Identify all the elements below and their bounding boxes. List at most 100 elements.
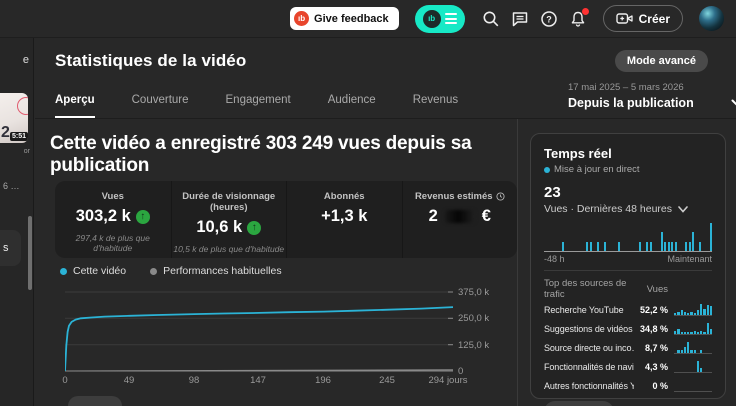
realtime-card: Temps réel Mise à jour en direct 23 Vues…	[530, 133, 726, 406]
legend-dot-icon	[150, 267, 158, 275]
metric-label: Vues	[101, 191, 124, 202]
chart-legend: Cette vidéo Performances habituelles	[60, 265, 282, 277]
notifications-button[interactable]	[568, 7, 589, 29]
traffic-source-sparkline	[674, 360, 712, 373]
give-feedback-button[interactable]: ıb Give feedback	[290, 7, 399, 30]
source-label: Source directe ou inco…	[544, 342, 634, 353]
avatar[interactable]	[699, 6, 724, 31]
trend-up-icon: ↑	[135, 209, 150, 224]
thumbnail-art-digit: 2	[1, 124, 10, 141]
source-value: 8,7 %	[644, 342, 668, 353]
sidebar-text-fragment: or	[23, 148, 30, 155]
chevron-down-icon	[731, 99, 736, 106]
source-label: Suggestions de vidéos	[544, 323, 633, 334]
source-label: Recherche YouTube	[544, 304, 624, 315]
realtime-metric-label: Vues · Dernières 48 heures	[544, 203, 673, 215]
realtime-metric-selector[interactable]: Vues · Dernières 48 heures	[544, 203, 688, 215]
analytics-tabs: Aperçu Couverture Engagement Audience Re…	[55, 92, 458, 118]
sidebar-active-item-label: s	[3, 242, 9, 254]
date-range-picker[interactable]: 17 mai 2025 – 5 mars 2026 Depuis la publ…	[568, 82, 736, 110]
create-button[interactable]: Créer	[602, 5, 683, 32]
metric-note: 10,5 k de plus que d'habitude	[173, 244, 285, 254]
search-icon	[483, 11, 499, 26]
video-thumbnail[interactable]: 2 5:51	[0, 93, 28, 143]
y-axis-label: 125,0 k	[458, 340, 490, 351]
sources-header-label: Top des sources de trafic	[544, 278, 627, 300]
realtime-axis: -48 h Maintenant	[544, 254, 712, 264]
axis-end-label: Maintenant	[667, 254, 712, 264]
realtime-title: Temps réel	[544, 146, 612, 161]
svg-text:?: ?	[546, 14, 552, 24]
metric-card-duree[interactable]: Durée de visionnage (heures) 10,6 k ↑ 10…	[170, 181, 287, 258]
x-axis-label: 294 jours	[428, 375, 468, 386]
traffic-source-row: Fonctionnalités de navi… 4,3 %	[544, 357, 712, 376]
x-axis-label: 0	[62, 375, 68, 386]
search-button[interactable]	[481, 9, 501, 29]
realtime-views-count: 23	[544, 184, 561, 201]
traffic-source-sparkline	[674, 380, 712, 392]
trend-up-icon: ↑	[247, 220, 262, 235]
source-value: 4,3 %	[644, 361, 668, 372]
source-value: 34,8 %	[639, 323, 668, 334]
metric-card-abonnes[interactable]: Abonnés +1,3 k	[286, 181, 402, 258]
comments-button[interactable]	[510, 9, 530, 29]
legend-dot-icon	[60, 267, 67, 275]
topbar: ıb Give feedback ıb ?	[0, 0, 736, 38]
comments-icon	[512, 11, 527, 26]
traffic-source-sparkline	[674, 303, 712, 316]
x-axis-label: 49	[123, 375, 135, 386]
metric-card-vues[interactable]: Vues 303,2 k ↑ 297,4 k de plus que d'hab…	[55, 181, 171, 258]
feedback-widget-button[interactable]: ıb	[414, 4, 465, 33]
metric-label: Revenus estimés	[414, 191, 493, 202]
tab-engagement[interactable]: Engagement	[226, 92, 291, 118]
views-line-chart[interactable]	[65, 288, 453, 372]
tab-couverture[interactable]: Couverture	[132, 92, 189, 118]
advanced-mode-button[interactable]: Mode avancé	[614, 50, 708, 72]
traffic-source-sparkline	[674, 322, 712, 335]
traffic-source-row: Recherche YouTube 52,2 %	[544, 300, 712, 319]
traffic-sources-header: Top des sources de trafic Vues	[544, 278, 712, 300]
create-label: Créer	[638, 11, 670, 26]
see-more-button[interactable]: Voir plus	[544, 401, 615, 406]
help-button[interactable]: ?	[539, 9, 559, 29]
traffic-source-row: Suggestions de vidéos 34,8 %	[544, 319, 712, 338]
x-axis-label: 98	[188, 375, 200, 386]
date-range: 17 mai 2025 – 5 mars 2026	[568, 82, 684, 93]
feedback-widget-logo-icon: ıb	[422, 9, 441, 28]
metric-card-revenus[interactable]: Revenus estimés 2 €	[401, 181, 518, 258]
metric-cards: Vues 303,2 k ↑ 297,4 k de plus que d'hab…	[55, 181, 517, 258]
x-axis-label: 147	[250, 375, 266, 386]
x-axis-label: 196	[315, 375, 331, 386]
y-axis-label: 375,0 k	[458, 287, 490, 298]
realtime-bar-chart[interactable]	[544, 222, 712, 252]
legend-item-cette-video: Cette vidéo	[60, 265, 126, 277]
source-label: Fonctionnalités de navi…	[544, 361, 634, 372]
sidebar-scrollbar[interactable]	[28, 216, 32, 290]
see-more-button-partial[interactable]	[68, 396, 122, 406]
live-dot-icon	[544, 166, 550, 173]
content-divider	[517, 119, 518, 406]
y-axis-label: 250,0 k	[458, 313, 490, 324]
metric-value-prefix: 2	[428, 207, 438, 225]
metric-value: 303,2 k	[75, 207, 131, 225]
views-headline: Cette vidéo a enregistré 303 249 vues de…	[50, 133, 472, 176]
tab-audience[interactable]: Audience	[328, 92, 376, 118]
traffic-source-row: Source directe ou inco… 8,7 %	[544, 338, 712, 357]
page-title: Statistiques de la vidéo	[55, 51, 247, 70]
y-axis-label: 0	[458, 366, 464, 377]
source-value: 52,2 %	[639, 304, 668, 315]
source-label: Autres fonctionnalités Y…	[544, 380, 634, 391]
tab-revenus[interactable]: Revenus	[413, 92, 458, 118]
analytics-main: Statistiques de la vidéo Mode avancé Ape…	[35, 38, 736, 406]
legend-item-performances: Performances habituelles	[150, 265, 282, 277]
live-label: Mise à jour en direct	[554, 164, 640, 175]
source-value: 0 %	[652, 380, 668, 391]
metric-label: Durée de visionnage (heures)	[182, 191, 276, 213]
video-duration-badge: 5:51	[9, 132, 28, 141]
sidebar-active-item[interactable]: s	[0, 230, 21, 266]
redacted-value	[444, 210, 475, 223]
tab-apercu[interactable]: Aperçu	[55, 92, 95, 118]
create-video-icon	[615, 13, 633, 24]
left-sidebar: e 2 5:51 or 6 … s	[0, 38, 34, 406]
period-label: Depuis la publication	[568, 96, 694, 110]
